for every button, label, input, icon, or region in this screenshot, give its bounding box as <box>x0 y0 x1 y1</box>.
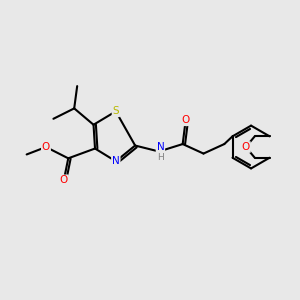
Text: N: N <box>112 156 120 166</box>
Text: N: N <box>157 142 164 152</box>
Text: O: O <box>60 175 68 185</box>
Text: O: O <box>42 142 50 152</box>
Text: O: O <box>242 142 250 152</box>
Text: H: H <box>157 153 164 162</box>
Text: S: S <box>112 106 119 116</box>
Text: O: O <box>182 115 190 125</box>
